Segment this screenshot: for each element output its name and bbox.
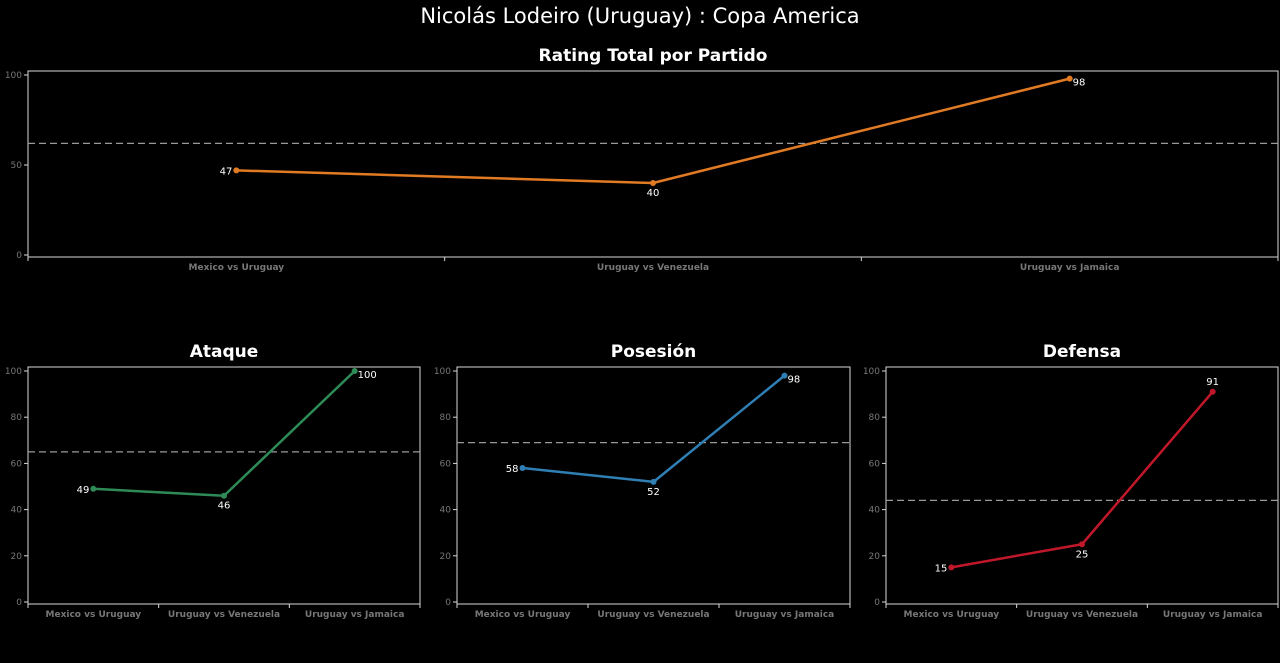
defensa-ytick-label: 60: [869, 459, 881, 469]
ataque-ytick-label: 40: [11, 506, 23, 516]
total-category-label: Mexico vs Uruguay: [189, 263, 285, 273]
posesion-data-point: [781, 372, 788, 379]
posesion-category-label: Uruguay vs Jamaica: [735, 610, 835, 620]
defensa-ytick-label: 40: [869, 506, 881, 516]
defensa-value-label: 15: [935, 563, 948, 574]
defensa-ytick-label: 100: [863, 367, 880, 377]
ataque-value-label: 100: [358, 370, 377, 381]
defensa-value-label: 25: [1076, 549, 1089, 560]
posesion-ytick-label: 40: [440, 506, 452, 516]
ataque-chart-title: Ataque: [190, 342, 259, 362]
defensa-chart-title: Defensa: [1043, 342, 1121, 362]
total-category-label: Uruguay vs Venezuela: [597, 263, 709, 273]
defensa-ytick-label: 20: [869, 552, 881, 562]
total-data-point: [233, 167, 240, 174]
posesion-series-line: [522, 374, 786, 484]
total-value-label: 47: [220, 166, 233, 177]
ataque-value-label: 46: [218, 501, 231, 512]
total-value-label: 40: [647, 188, 660, 199]
ataque-category-label: Mexico vs Uruguay: [46, 610, 142, 620]
posesion-ytick-label: 80: [440, 413, 452, 423]
ataque-category-label: Uruguay vs Jamaica: [305, 610, 405, 620]
total-value-label: 98: [1073, 78, 1086, 89]
posesion-category-label: Mexico vs Uruguay: [475, 610, 571, 620]
defensa-category-label: Mexico vs Uruguay: [904, 610, 1000, 620]
posesion-data-point: [650, 478, 657, 485]
posesion-value-label: 52: [647, 487, 660, 498]
posesion-chart-title: Posesión: [611, 342, 697, 362]
defensa-ytick-label: 80: [869, 413, 881, 423]
ataque-data-point: [221, 492, 227, 499]
ataque-plot-frame: [27, 366, 421, 605]
ataque-category-label: Uruguay vs Venezuela: [168, 610, 280, 620]
posesion-ytick-label: 60: [440, 459, 452, 469]
ataque-data-point: [351, 368, 358, 374]
defensa-data-point: [948, 564, 955, 571]
defensa-data-point: [1209, 388, 1216, 395]
total-series-line: [236, 77, 1070, 185]
ataque-ytick-label: 60: [11, 459, 23, 469]
posesion-data-point: [519, 465, 526, 472]
total-chart-title: Rating Total por Partido: [539, 46, 768, 66]
posesion-ytick-label: 100: [434, 367, 451, 377]
defensa-series-line: [951, 390, 1214, 569]
ataque-data-point: [90, 485, 97, 492]
page-title: Nicolás Lodeiro (Uruguay) : Copa America: [420, 4, 860, 28]
ataque-ytick-label: 0: [16, 598, 22, 608]
defensa-value-label: 91: [1206, 377, 1219, 388]
total-ytick-label: 50: [11, 161, 23, 171]
ataque-value-label: 49: [77, 485, 90, 496]
posesion-value-label: 58: [506, 464, 519, 475]
posesion-plot-frame: [456, 366, 851, 605]
total-ytick-label: 100: [5, 71, 22, 81]
posesion-value-label: 98: [788, 375, 801, 386]
ataque-series-line: [93, 370, 356, 497]
posesion-category-label: Uruguay vs Venezuela: [597, 610, 709, 620]
total-data-point: [1066, 75, 1073, 82]
ataque-ytick-label: 20: [11, 552, 23, 562]
total-category-label: Uruguay vs Jamaica: [1020, 263, 1120, 273]
defensa-ytick-label: 0: [874, 598, 880, 608]
total-ytick-label: 0: [16, 251, 22, 261]
defensa-plot-frame: [885, 366, 1279, 605]
total-data-point: [650, 180, 656, 186]
ataque-ytick-label: 100: [5, 367, 22, 377]
defensa-category-label: Uruguay vs Jamaica: [1163, 610, 1263, 620]
defensa-data-point: [1079, 541, 1085, 548]
defensa-category-label: Uruguay vs Venezuela: [1026, 610, 1138, 620]
ataque-ytick-label: 80: [11, 413, 23, 423]
total-plot-frame: [27, 70, 1279, 258]
posesion-ytick-label: 0: [445, 598, 451, 608]
posesion-ytick-label: 20: [440, 552, 452, 562]
